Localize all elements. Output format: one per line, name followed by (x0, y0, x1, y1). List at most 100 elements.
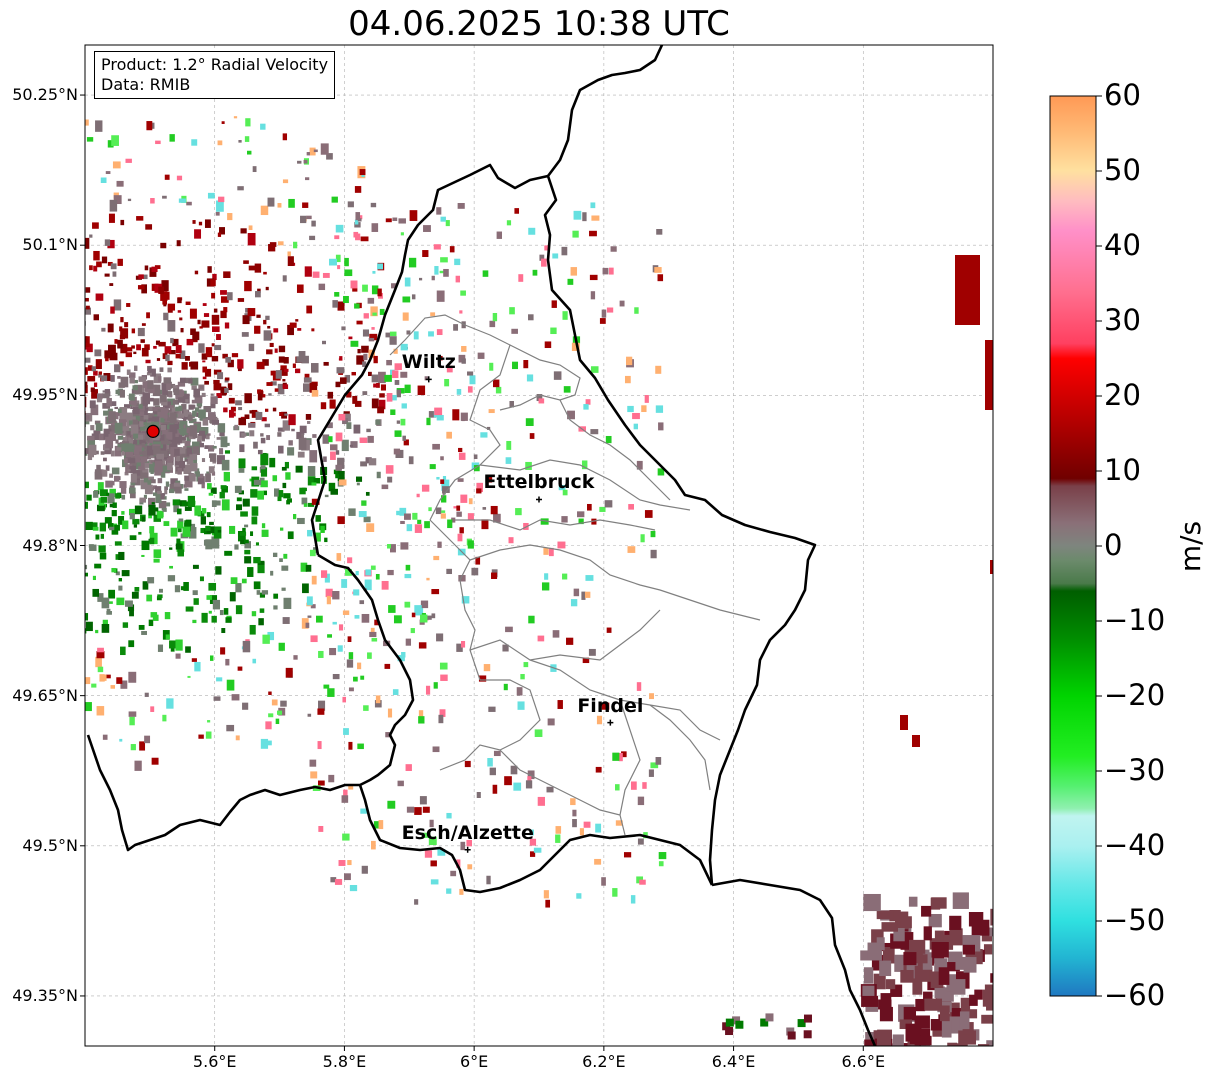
echo-pixel (139, 416, 145, 421)
echo-pixel (310, 604, 316, 609)
echo-pixel (258, 618, 264, 626)
echo-pixel (428, 836, 437, 846)
echo-pixel (45, 436, 49, 438)
echo-pixel (365, 569, 372, 576)
echo-pixel (283, 553, 288, 559)
echo-pixel (187, 675, 191, 678)
echo-pixel (116, 597, 125, 606)
echo-pixel (334, 292, 340, 297)
echo-pixel (440, 479, 445, 484)
echo-pixel (118, 418, 127, 428)
echo-pixel (249, 624, 256, 635)
echo-pixel (411, 294, 416, 300)
echo-pixel (167, 320, 176, 332)
echo-pixel (104, 517, 112, 524)
echo-pixel (166, 698, 174, 709)
echo-pixel (396, 389, 401, 398)
echo-pixel (85, 501, 88, 509)
echo-cell (900, 969, 914, 983)
echo-pixel (169, 412, 177, 424)
echo-pixel (260, 480, 268, 488)
echo-pixel (132, 405, 136, 409)
echo-pixel (338, 624, 344, 631)
echo-pixel (460, 841, 466, 851)
echo-pixel (85, 521, 93, 531)
echo-pixel (296, 431, 302, 440)
echo-pixel (0, 405, 4, 413)
echo-pixel (208, 582, 217, 591)
colorbar-tick-label: −30 (1104, 753, 1166, 787)
echo-pixel (400, 371, 408, 378)
echo-pixel (252, 658, 257, 664)
echo-pixel (576, 893, 582, 899)
echo-pixel (52, 369, 57, 373)
echo-pixel (492, 379, 500, 388)
echo-pixel (343, 728, 349, 735)
echo-pixel (412, 512, 418, 520)
echo-pixel (184, 506, 192, 511)
echo-pixel (176, 175, 183, 181)
echo-pixel (456, 511, 462, 517)
echo-pixel (30, 299, 35, 305)
echo-pixel (170, 527, 178, 537)
echo-pixel (284, 413, 288, 416)
echo-pixel (283, 597, 292, 609)
echo-pixel (363, 353, 368, 361)
echo-pixel (167, 303, 176, 311)
echo-pixel (174, 585, 181, 593)
echo-pixel (100, 533, 105, 539)
echo-pixel (650, 762, 659, 769)
echo-pixel (544, 245, 549, 251)
echo-pixel (335, 450, 340, 455)
echo-pixel (442, 486, 450, 493)
echo-pixel (62, 450, 70, 462)
echo-pixel (405, 638, 412, 646)
echo-pixel (205, 473, 211, 483)
echo-pixel (480, 432, 488, 438)
echo-pixel (348, 687, 354, 692)
echo-cell (990, 973, 993, 983)
echo-pixel (562, 311, 568, 320)
echo-pixel (518, 274, 524, 282)
echo-pixel (610, 246, 617, 252)
echo-pixel (275, 718, 280, 725)
echo-pixel (619, 300, 625, 307)
echo-pixel (490, 505, 498, 515)
echo-pixel (132, 518, 140, 525)
echo-pixel (281, 587, 286, 591)
echo-pixel (390, 394, 397, 401)
echo-pixel (312, 434, 317, 438)
echo-pixel (253, 479, 262, 486)
echo-pixel (25, 346, 29, 349)
echo-pixel (65, 515, 70, 519)
echo-cell (949, 928, 963, 945)
echo-pixel (248, 422, 256, 428)
echo-pixel (52, 415, 57, 418)
echo-pixel (3, 466, 7, 469)
echo-pixel (356, 482, 360, 486)
echo-pixel (164, 174, 170, 180)
echo-pixel (386, 393, 393, 402)
echo-pixel (238, 417, 247, 426)
echo-pixel (543, 547, 549, 555)
echo-cell (923, 926, 932, 941)
echo-pixel (193, 598, 199, 605)
canton-border-esch (499, 749, 626, 836)
echo-pixel (97, 393, 103, 400)
echo-pixel (87, 456, 93, 461)
echo-pixel (0, 587, 7, 592)
echo-pixel (389, 331, 397, 337)
echo-pixel (77, 461, 81, 464)
echo-pixel (157, 514, 164, 519)
echo-pixel (177, 297, 182, 304)
echo-pixel (180, 586, 186, 591)
echo-pixel (217, 232, 222, 237)
echo-pixel (162, 353, 168, 360)
echo-cell (914, 1035, 932, 1046)
echo-pixel (345, 374, 351, 383)
echo-pixel (249, 478, 253, 482)
echo-pixel (509, 307, 515, 315)
echo-pixel (169, 134, 175, 142)
echo-pixel (114, 422, 123, 434)
echo-pixel (359, 600, 365, 605)
